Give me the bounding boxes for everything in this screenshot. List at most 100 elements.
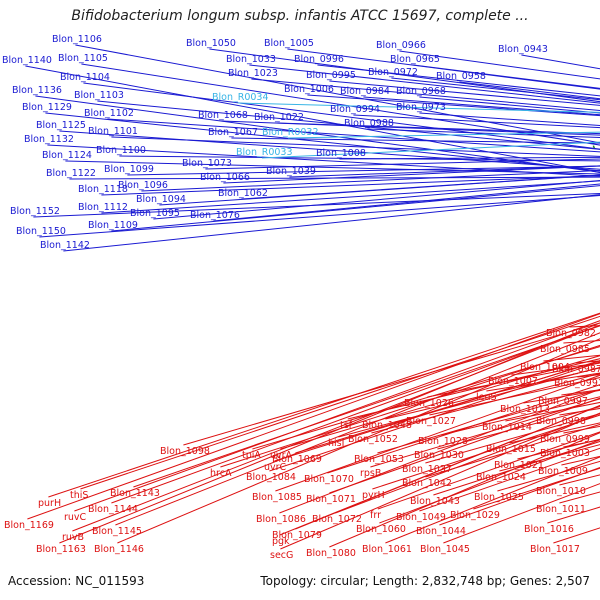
reverse-gene-label: Blon_1085 (252, 492, 302, 503)
reverse-gene-label: Blon_1071 (306, 494, 356, 505)
forward-gene-label: Blon_1142 (40, 240, 90, 251)
forward-gene-label: Blon_1033 (226, 54, 276, 65)
forward-gene-label: Blon_1105 (58, 53, 108, 64)
leader-line (385, 367, 600, 420)
leader-line (338, 366, 600, 438)
leader-line (117, 338, 600, 544)
genome-summary: Topology: circular; Length: 2,832,748 bp… (260, 574, 590, 588)
reverse-gene-label: Blon_1015 (486, 444, 536, 455)
reverse-gene-label: Blon_1079 (272, 530, 322, 541)
leader-line (111, 324, 600, 504)
leader-line (280, 355, 600, 450)
leader-line (329, 80, 600, 106)
forward-gene-label: Blon_1106 (52, 34, 102, 45)
leader-line (101, 175, 600, 196)
leader-line (127, 165, 600, 176)
leader-line (141, 169, 600, 192)
leader-line (261, 141, 600, 159)
leader-line (107, 118, 600, 153)
forward-gene-label: Blon_0965 (390, 54, 440, 65)
forward-gene-label: Blon_0958 (436, 71, 486, 82)
leader-line (327, 384, 600, 474)
reverse-gene-label: Blon_1021 (494, 460, 544, 471)
forward-gene-label: Blon_0973 (396, 102, 446, 113)
leader-line (329, 432, 600, 548)
leader-line (347, 358, 600, 420)
leader-line (399, 50, 600, 80)
reverse-gene-label: Blon_1016 (524, 524, 574, 535)
leader-line (251, 78, 600, 112)
reverse-gene-label: uvrA (270, 450, 293, 461)
leader-line (441, 396, 600, 436)
leader-line (329, 397, 600, 494)
forward-gene-label: Blon_1039 (266, 166, 316, 177)
leader-line (437, 406, 600, 450)
leader-line (269, 361, 600, 472)
reverse-gene-label: Blon_1080 (306, 548, 356, 559)
leader-line (307, 94, 600, 117)
forward-gene-label: Blon_1062 (218, 188, 268, 199)
forward-gene-label: Blon_1150 (16, 226, 66, 237)
reverse-gene-label: Blon_1013 (500, 404, 550, 415)
leader-line (231, 137, 600, 144)
leader-line (59, 322, 600, 544)
forward-gene-label: Blon_1067 (208, 127, 258, 138)
reverse-gene-label: Blon_1060 (356, 524, 406, 535)
reverse-gene-label: pyrH (362, 490, 385, 501)
leader-line (115, 332, 600, 526)
leader-line (119, 155, 600, 162)
reverse-gene-label: uvrC (264, 462, 287, 473)
forward-gene-label: Blon_1095 (130, 208, 180, 219)
reverse-gene-label: Blon_1049 (396, 512, 446, 523)
leader-line (69, 176, 600, 180)
leader-line (419, 112, 600, 127)
reverse-gene-label: frr (370, 510, 381, 521)
leader-line (289, 165, 600, 178)
forward-gene-label: Blon_1050 (186, 38, 236, 49)
leader-line (385, 456, 600, 544)
forward-gene-label: Blon_0943 (498, 44, 548, 55)
reverse-gene-label: Blon_1144 (88, 504, 138, 515)
forward-gene-label: Blon_1118 (78, 184, 128, 195)
rna-gene-label: Blon_R0034 (212, 92, 269, 103)
leader-line (277, 122, 600, 135)
reverse-gene-label: Blon_1053 (354, 454, 404, 465)
reverse-gene-label: Blon_1072 (312, 514, 362, 525)
reverse-gene-label: Blon_1027 (406, 416, 456, 427)
reverse-gene-label: Blon_0982 (546, 328, 596, 339)
leader-line (372, 414, 600, 490)
reverse-gene-label: Blon_0999 (540, 434, 590, 445)
forward-gene-label: Blon_1022 (254, 112, 304, 123)
leader-line (33, 192, 600, 218)
leader-line (35, 95, 600, 173)
forward-gene-label: Blon_1109 (88, 220, 138, 231)
forward-gene-label: Blon_1094 (136, 194, 186, 205)
forward-gene-label: Blon_1023 (228, 68, 278, 79)
leader-line (419, 447, 600, 512)
forward-gene-label: Blon_1102 (84, 108, 134, 119)
reverse-gene-label: Blon_0985 (540, 344, 590, 355)
leader-line (439, 467, 600, 526)
forward-gene-label: Blon_0988 (344, 118, 394, 129)
reverse-gene-label: Blon_1025 (474, 492, 524, 503)
reverse-gene-label: Blon_1003 (540, 448, 590, 459)
reverse-gene-label: Blon_1146 (94, 544, 144, 555)
leader-line (75, 44, 600, 144)
reverse-gene-label: Blon_1029 (450, 510, 500, 521)
leader-line (363, 96, 600, 116)
reverse-gene-label: Blon_1169 (4, 520, 54, 531)
reverse-gene-label: Blon_0987 (552, 364, 600, 375)
forward-gene-label: Blon_1006 (284, 84, 334, 95)
forward-gene-label: Blon_1005 (264, 38, 314, 49)
reverse-gene-label: Blon_1084 (246, 472, 296, 483)
reverse-gene-label: Blon_1026 (404, 398, 454, 409)
reverse-gene-label: Blon_1061 (362, 544, 412, 555)
reverse-gene-label: Blon_1048 (362, 420, 412, 431)
reverse-gene-label: Blon_1045 (420, 544, 470, 555)
reverse-gene-label: hisI (328, 438, 344, 449)
leader-line (425, 413, 600, 464)
reverse-gene-label: Blon_1145 (92, 526, 142, 537)
reverse-gene-label: Blon_1007 (488, 376, 538, 387)
leader-line (241, 174, 600, 200)
forward-gene-label: Blon_0995 (306, 70, 356, 81)
